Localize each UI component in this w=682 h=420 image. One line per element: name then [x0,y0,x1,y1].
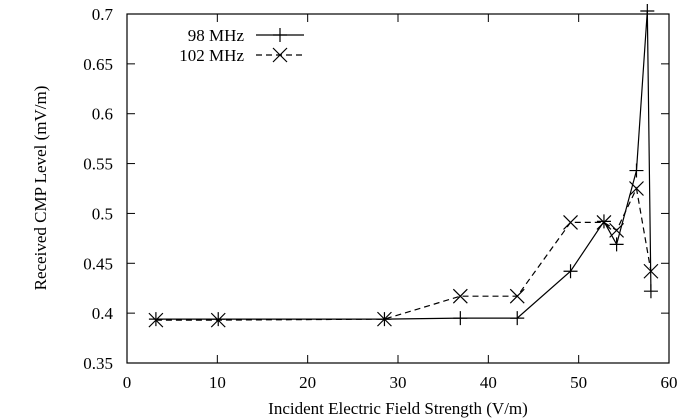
cross-marker [629,181,644,196]
legend-label: 98 MHz [188,26,245,45]
y-tick-labels: 0.35 0.4 0.45 0.5 0.55 0.6 0.65 0.7 [83,5,113,373]
plus-marker [643,284,658,299]
plus-marker [629,163,644,178]
x-tick-label: 30 [390,373,407,392]
cross-marker [596,214,612,230]
plus-marker [640,4,655,19]
plus-marker [609,237,624,252]
cross-marker [148,312,164,328]
cross-marker [210,312,226,328]
y-tick-label: 0.6 [92,105,113,124]
y-tick-label: 0.45 [83,254,113,273]
y-tick-label: 0.65 [83,55,113,74]
legend-marker [272,47,288,63]
x-tick-label: 60 [661,373,678,392]
x-axis-label: Incident Electric Field Strength (V/m) [268,399,528,418]
cross-marker [643,263,659,279]
legend-marker [273,28,287,42]
plus-marker [563,264,578,279]
axis-ticks [126,13,670,364]
series-line [155,186,652,321]
x-tick-labels: 0 10 20 30 40 50 60 [123,373,678,392]
cross-marker [452,288,468,304]
y-tick-label: 0.5 [92,204,113,223]
y-tick-label: 0.7 [92,5,114,24]
plus-marker [211,312,226,327]
y-axis-label: Received CMP Level (mV/m) [31,86,50,291]
series-102mhz [148,181,659,328]
series-layer [148,4,659,328]
cross-marker [563,214,578,230]
x-tick-label: 20 [299,373,316,392]
x-tick-label: 10 [209,373,226,392]
x-tick-label: 50 [570,373,587,392]
plot-frame [126,13,670,364]
legend-label: 102 MHz [179,46,244,65]
y-tick-label: 0.55 [83,155,113,174]
cross-marker [377,311,392,327]
y-tick-label: 0.35 [83,354,113,373]
x-tick-label: 0 [123,373,132,392]
cross-marker [509,288,525,304]
plus-marker [596,214,611,229]
cross-marker [609,222,625,238]
plus-marker [453,311,468,326]
x-tick-label: 40 [480,373,497,392]
y-tick-label: 0.4 [92,304,114,323]
plus-marker [510,311,525,326]
plus-marker [148,312,163,327]
